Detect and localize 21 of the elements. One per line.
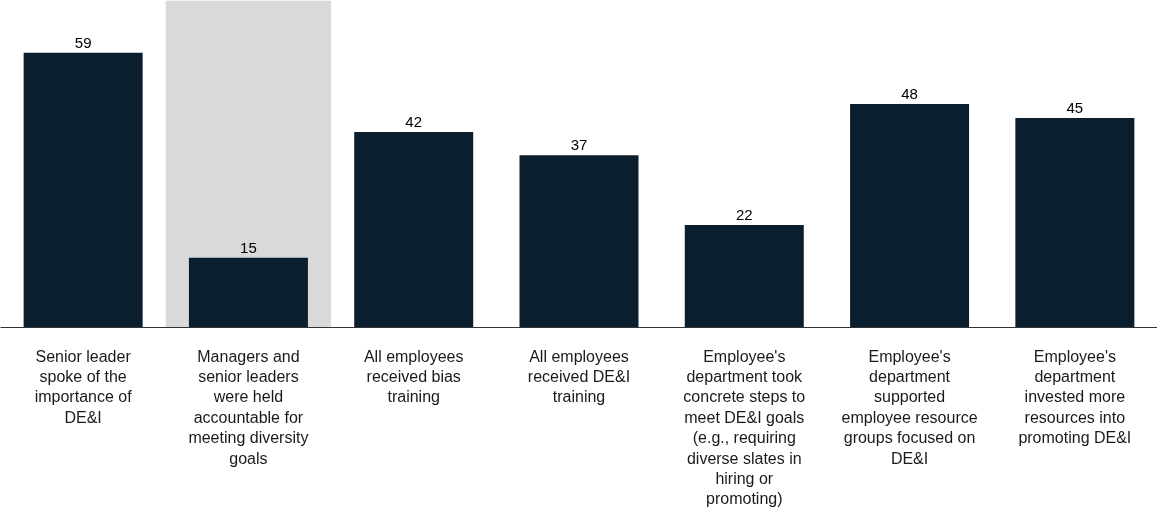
data-label: 45 <box>1066 98 1084 116</box>
bar <box>519 155 639 328</box>
x-tick-label: All employees received bias training <box>363 347 464 406</box>
data-label: 15 <box>240 238 257 256</box>
bar <box>684 225 804 328</box>
x-tick-label: All employees received DE&I training <box>527 347 631 406</box>
bar <box>188 257 308 328</box>
bar <box>1015 117 1135 328</box>
data-label: 59 <box>74 33 92 51</box>
data-label: 22 <box>735 206 753 224</box>
x-tick-label: Senior leader spoke of the importance of DE&I <box>34 347 133 426</box>
bar <box>23 52 143 328</box>
x-tick-label: Employee's department took concrete steps to meet DE&I goals (e.g., requiring diverse slates in hiring or promoting) <box>683 347 806 508</box>
x-tick-label: Employee's department invested more resources into promoting DE&I <box>1018 347 1132 447</box>
x-tick-label: Employee's department supported employee resource groups focused on DE&I <box>841 347 978 467</box>
data-label: 48 <box>901 84 918 102</box>
x-tick-label: Managers and senior leaders were held accountable for meeting diversity goals <box>188 347 309 467</box>
data-label: 42 <box>405 112 423 130</box>
bar <box>850 103 970 328</box>
bar <box>354 131 474 328</box>
data-label: 37 <box>570 136 588 154</box>
